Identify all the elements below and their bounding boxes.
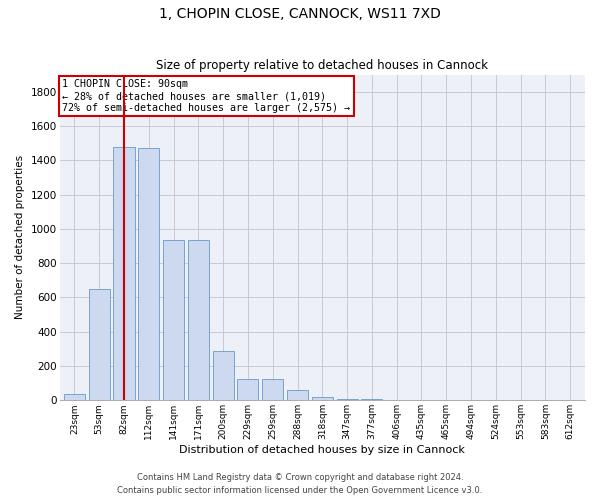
Bar (212, 350, 233, 401)
Y-axis label: Number of detached properties: Number of detached properties (15, 156, 25, 320)
Title: Size of property relative to detached houses in Cannock: Size of property relative to detached ho… (156, 59, 488, 72)
Text: Contains HM Land Registry data © Crown copyright and database right 2024.
Contai: Contains HM Land Registry data © Crown c… (118, 474, 482, 495)
Text: 1, CHOPIN CLOSE, CANNOCK, WS11 7XD: 1, CHOPIN CLOSE, CANNOCK, WS11 7XD (159, 8, 441, 22)
Bar (287, 390, 308, 400)
Bar (361, 398, 382, 400)
Bar (337, 398, 358, 400)
Bar (312, 396, 333, 400)
Bar (188, 240, 209, 400)
Bar (138, 148, 160, 400)
Bar (163, 240, 184, 400)
Bar (89, 289, 110, 401)
Bar (262, 379, 283, 400)
X-axis label: Distribution of detached houses by size in Cannock: Distribution of detached houses by size … (179, 445, 465, 455)
Bar (113, 146, 134, 400)
Text: 1 CHOPIN CLOSE: 90sqm
← 28% of detached houses are smaller (1,019)
72% of semi-d: 1 CHOPIN CLOSE: 90sqm ← 28% of detached … (62, 80, 350, 112)
Bar (238, 379, 259, 400)
Bar (64, 394, 85, 400)
